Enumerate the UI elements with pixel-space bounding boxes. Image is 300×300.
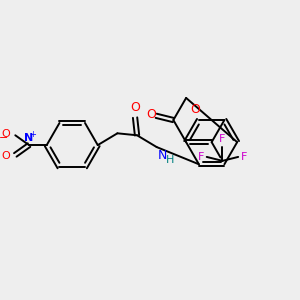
Text: N: N: [158, 149, 167, 162]
Text: F: F: [197, 152, 204, 162]
Text: O: O: [146, 108, 156, 121]
Text: +: +: [29, 130, 36, 139]
Text: F: F: [241, 152, 248, 162]
Text: N: N: [24, 133, 34, 143]
Text: O: O: [190, 103, 200, 116]
Text: H: H: [166, 155, 174, 165]
Text: O: O: [130, 101, 140, 114]
Text: O: O: [2, 151, 10, 161]
Text: −: −: [0, 133, 8, 143]
Text: F: F: [219, 134, 226, 144]
Text: O: O: [2, 129, 10, 139]
